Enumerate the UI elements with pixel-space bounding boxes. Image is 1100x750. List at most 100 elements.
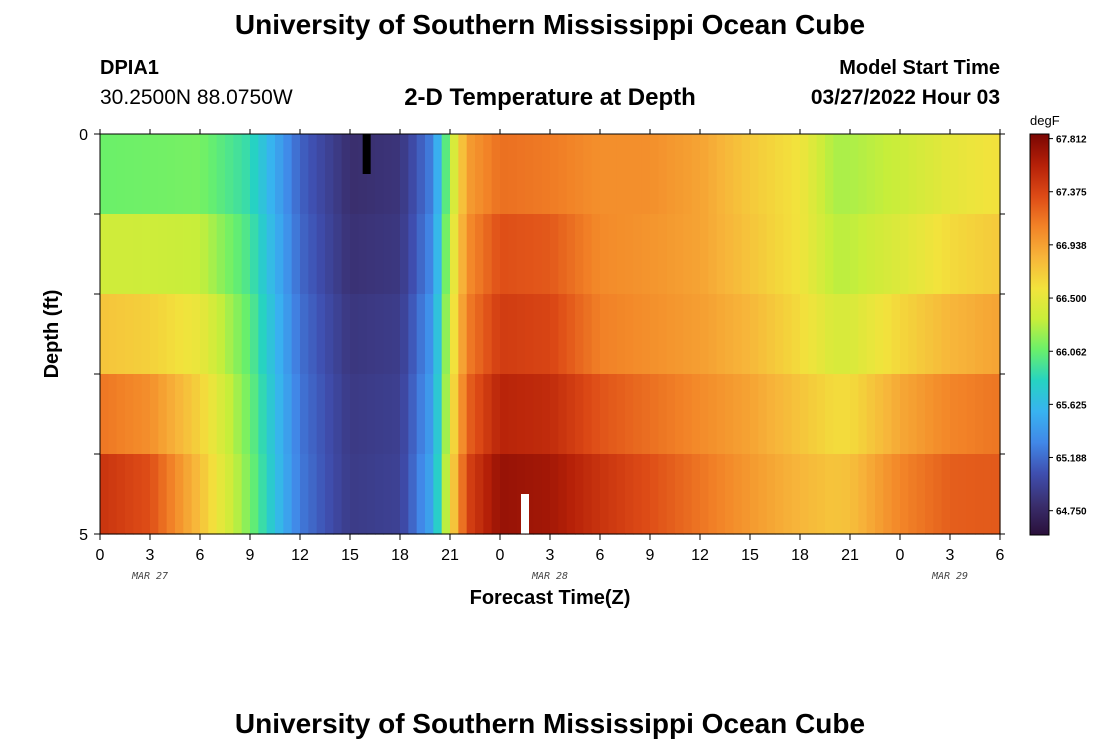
heatmap-cell [675, 134, 684, 215]
heatmap-cell [591, 214, 601, 295]
heatmap-cell [350, 454, 359, 535]
heatmap-cell [825, 374, 834, 455]
heatmap-cell [133, 294, 143, 375]
heatmap-cell [566, 454, 576, 535]
heatmap-cell [683, 294, 693, 375]
heatmap-cell [666, 214, 676, 295]
heatmap-cell [500, 374, 509, 455]
heatmap-cell [558, 214, 568, 295]
heatmap-cell [825, 134, 834, 215]
heatmap-cell [250, 374, 259, 455]
heatmap-cell [908, 294, 918, 375]
heatmap-markers [362, 134, 529, 534]
x-tick-label: 9 [646, 547, 655, 564]
heatmap-cell [141, 214, 151, 295]
heatmap-cell [400, 294, 409, 375]
heatmap-cell [833, 134, 843, 215]
heatmap-cell [550, 374, 559, 455]
heatmap-cell [208, 214, 218, 295]
heatmap-cell [291, 454, 301, 535]
heatmap-cell [116, 294, 126, 375]
heatmap-cell [166, 294, 176, 375]
heatmap-cell [250, 134, 259, 215]
heatmap-cell [475, 374, 484, 455]
heatmap-cell [708, 214, 718, 295]
heatmap-cell [975, 454, 984, 535]
heatmap-cell [783, 294, 793, 375]
heatmap-cell [808, 374, 818, 455]
heatmap-cell [158, 294, 168, 375]
heatmap-cell [533, 214, 543, 295]
heatmap-cell [200, 374, 209, 455]
heatmap-cell [341, 294, 351, 375]
heatmap-cell [741, 454, 751, 535]
heatmap-cell [408, 134, 418, 215]
heatmap-cell [933, 454, 943, 535]
heatmap-cell [241, 134, 251, 215]
heatmap-cell [941, 294, 951, 375]
heatmap-cell [416, 454, 426, 535]
heatmap-cell [900, 294, 909, 375]
heatmap-cell [116, 374, 126, 455]
heatmap-cell [425, 294, 434, 375]
x-tick-label: 21 [841, 547, 859, 564]
heatmap-cell [900, 374, 909, 455]
heatmap-cell [450, 294, 459, 375]
heatmap-cell [600, 454, 609, 535]
heatmap-cell [600, 214, 609, 295]
heatmap-cell [816, 134, 826, 215]
heatmap-cell [791, 294, 801, 375]
heatmap-cell [750, 294, 759, 375]
heatmap-cell [883, 134, 893, 215]
heatmap-cell [358, 134, 368, 215]
heatmap-cell [216, 294, 226, 375]
heatmap-cell [850, 134, 859, 215]
heatmap-cell [616, 454, 626, 535]
heatmap-cell [466, 294, 476, 375]
heatmap-cell [600, 374, 609, 455]
heatmap-cell [950, 134, 959, 215]
heatmap-cell [200, 134, 209, 215]
heatmap-cell [675, 294, 684, 375]
heatmap-cell [666, 294, 676, 375]
heatmap-cell [433, 214, 443, 295]
colorbar-tick-label: 66.938 [1056, 241, 1087, 252]
date-label: MAR 28 [531, 571, 568, 582]
heatmap-cell [533, 294, 543, 375]
heatmap-cell [658, 294, 668, 375]
heatmap-cell [225, 294, 234, 375]
heatmap-cell [425, 214, 434, 295]
heatmap-cell [575, 454, 584, 535]
heatmap-cell [283, 454, 293, 535]
heatmap-cell [783, 134, 793, 215]
heatmap-cell [925, 374, 934, 455]
heatmap-cell [291, 374, 301, 455]
heatmap-cell [266, 214, 276, 295]
heatmap-cell [566, 374, 576, 455]
heatmap-cell [258, 214, 268, 295]
heatmap-cell [125, 374, 134, 455]
heatmap-cell [933, 214, 943, 295]
heatmap-cell [766, 454, 776, 535]
heatmap-cell [200, 454, 209, 535]
heatmap-cell [891, 294, 901, 375]
heatmap-cell [791, 374, 801, 455]
heatmap-cell [283, 134, 293, 215]
heatmap-cell [641, 454, 651, 535]
colorbar-tick-label: 65.188 [1056, 453, 1087, 464]
heatmap-cell [291, 214, 301, 295]
heatmap-cell [533, 454, 543, 535]
heatmap-cell [833, 454, 843, 535]
heatmap-cell [491, 374, 501, 455]
heatmap-cell [100, 294, 109, 375]
heatmap-cell [958, 294, 968, 375]
heatmap-cell [950, 214, 959, 295]
heatmap-cell [958, 374, 968, 455]
heatmap-cell [525, 374, 534, 455]
heatmap-cell [175, 374, 184, 455]
heatmap-cell [916, 134, 926, 215]
heatmap-cell [316, 454, 326, 535]
heatmap-cell [241, 374, 251, 455]
heatmap-cell [741, 134, 751, 215]
x-tick-label: 18 [791, 547, 809, 564]
